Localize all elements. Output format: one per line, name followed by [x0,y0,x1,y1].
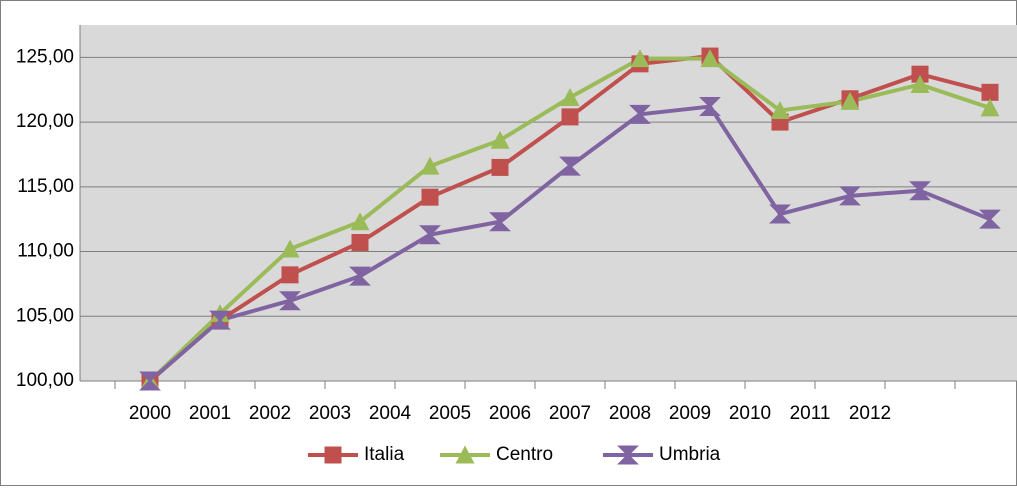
marker [559,156,581,176]
marker [981,83,999,101]
marker [770,100,790,119]
y-tick-label: 100,00 [16,370,74,391]
marker [349,266,371,286]
marker [840,91,860,110]
y-tick-label: 120,00 [16,111,74,132]
marker [421,188,439,206]
legend-label: Umbria [659,444,721,465]
marker [839,186,861,206]
marker [351,233,369,251]
marker [911,65,929,83]
marker [699,97,721,117]
marker [350,212,370,231]
marker [561,108,579,126]
marker [491,158,509,176]
legend-marker [617,445,639,465]
x-tick-label: 2002 [249,403,291,424]
marker [980,98,1000,117]
x-tick-label: 2006 [489,403,531,424]
y-tick-label: 110,00 [17,241,74,262]
marker [209,310,231,330]
marker [489,212,511,232]
x-tick-label: 2005 [429,403,471,424]
marker [281,266,299,284]
y-tick-label: 115,00 [17,176,74,197]
y-tick-label: 125,00 [16,46,74,67]
marker [629,104,651,124]
marker [769,204,791,224]
marker [419,225,441,245]
legend-label: Italia [364,444,405,465]
marker [139,371,161,391]
marker [279,291,301,311]
legend-marker [455,445,475,464]
marker [909,181,931,201]
marker [630,49,650,68]
y-tick-label: 105,00 [16,305,74,326]
marker [910,75,930,94]
legend-marker [324,446,342,464]
legend-label: Centro [496,444,553,465]
marker [420,156,440,175]
marker [700,49,720,68]
marker [560,87,580,106]
x-tick-label: 2011 [790,403,831,424]
x-tick-label: 2008 [609,403,651,424]
marker [979,209,1001,229]
marker [280,239,300,258]
x-tick-label: 2007 [549,403,591,424]
x-tick-label: 2012 [849,403,891,424]
x-tick-label: 2000 [129,403,171,424]
plot-area [80,25,1017,381]
marker [490,130,510,149]
x-tick-label: 2009 [669,403,711,424]
x-tick-label: 2004 [369,403,412,424]
x-tick-label: 2001 [189,403,231,424]
x-tick-label: 2010 [729,403,771,424]
x-tick-label: 2003 [309,403,351,424]
